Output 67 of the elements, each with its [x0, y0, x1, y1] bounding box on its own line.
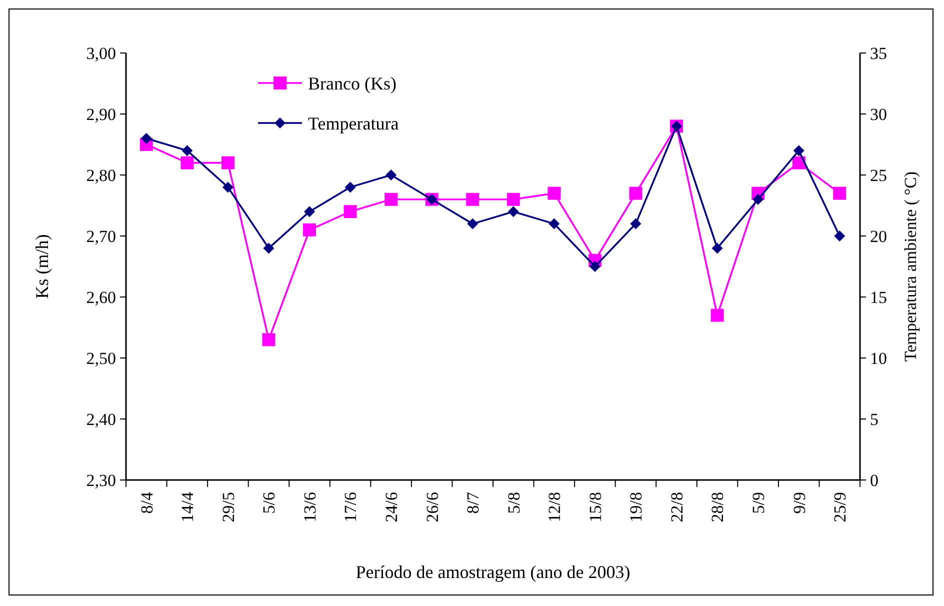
y-tick-label: 3,00	[86, 44, 116, 63]
x-tick-label: 8/4	[137, 492, 156, 514]
legend-label: Branco (Ks)	[308, 73, 396, 94]
point	[222, 182, 234, 193]
point	[506, 192, 520, 206]
y-tick-label: 2,80	[86, 166, 116, 185]
point	[752, 194, 764, 205]
y-axis-title: Ks (m/h)	[32, 234, 52, 299]
x-tick-label: 9/9	[790, 492, 809, 514]
y2-tick-label: 30	[870, 104, 887, 124]
point	[221, 156, 234, 170]
x-tick-label: 12/8	[545, 492, 564, 522]
y-tick-label: 2,40	[86, 410, 116, 429]
point	[263, 242, 274, 254]
x-tick-label: 26/6	[422, 492, 442, 522]
point	[508, 206, 519, 218]
point	[833, 186, 846, 200]
x-tick-label: 25/9	[830, 492, 850, 522]
x-tick-label: 29/5	[218, 492, 238, 522]
point	[386, 170, 397, 180]
point	[182, 145, 193, 156]
point	[140, 132, 152, 144]
point	[548, 218, 560, 230]
point	[344, 182, 356, 193]
y2-tick-label: 15	[870, 288, 887, 307]
y2-tick-label: 0	[870, 470, 878, 490]
x-tick-label: 14/4	[178, 492, 198, 522]
x-tick-label: 19/8	[626, 492, 646, 522]
point	[589, 261, 600, 272]
y-tick-label: 2,90	[86, 104, 116, 124]
point	[467, 218, 478, 230]
x-tick-label: 24/6	[382, 492, 402, 522]
y2-tick-label: 25	[870, 166, 887, 185]
point	[793, 145, 804, 156]
point	[344, 205, 357, 218]
x-tick-label: 22/8	[667, 492, 686, 522]
x-tick-label: 28/8	[708, 492, 728, 522]
x-tick-label: 13/6	[300, 492, 320, 522]
y2-tick-label: 10	[870, 348, 887, 368]
point	[262, 333, 276, 346]
point	[548, 186, 561, 200]
point	[834, 230, 846, 242]
point	[384, 192, 398, 206]
y2-axis-title: Temperatura ambiente ( °C)	[901, 171, 920, 362]
point	[629, 186, 642, 200]
legend-label: Temperatura	[308, 113, 399, 134]
y2-tick-label: 35	[870, 44, 887, 63]
point	[630, 218, 642, 230]
y-tick-label: 2,60	[86, 288, 116, 307]
y2-tick-label: 20	[870, 226, 887, 246]
y-tick-label: 2,70	[86, 226, 116, 246]
point	[303, 223, 316, 236]
x-tick-label: 5/8	[504, 492, 524, 514]
y2-tick-label: 5	[870, 410, 878, 429]
point	[710, 308, 724, 322]
x-tick-label: 5/9	[749, 492, 768, 514]
point	[466, 192, 480, 206]
x-axis-title: Período de amostragem (ano de 2003)	[356, 562, 630, 582]
x-tick-label: 8/7	[464, 492, 483, 514]
x-tick-label: 5/6	[260, 492, 279, 514]
y-tick-label: 2,50	[86, 348, 116, 368]
point	[712, 242, 723, 254]
x-tick-label: 15/8	[586, 492, 605, 522]
y-tick-label: 2,30	[86, 470, 116, 490]
point	[304, 206, 315, 218]
point	[180, 156, 194, 170]
x-tick-label: 17/6	[341, 492, 360, 522]
